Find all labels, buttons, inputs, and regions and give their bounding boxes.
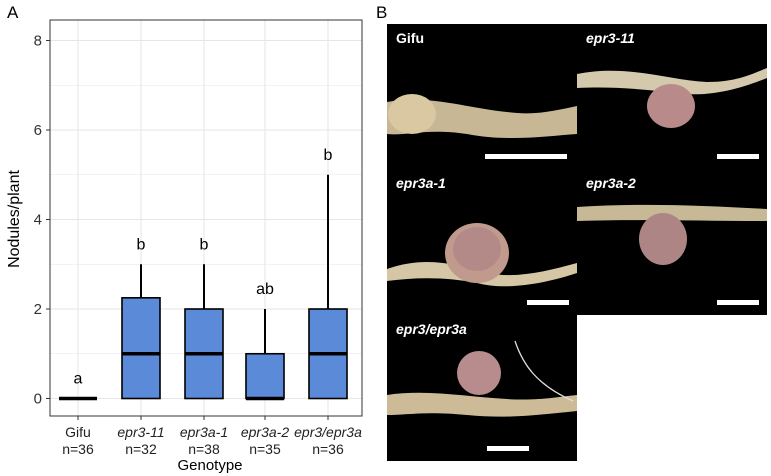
sample-size-label: n=38 <box>188 441 220 457</box>
root-illustration <box>577 204 767 265</box>
significance-letter: b <box>324 147 333 164</box>
scale-bar <box>485 154 567 159</box>
x-tick-label: epr3a-2 <box>241 424 289 440</box>
photo-epr3-epr3a: epr3/epr3a <box>387 315 577 461</box>
root-illustration <box>387 340 577 417</box>
panel-b-label: B <box>376 3 388 22</box>
x-axis: Gifun=36epr3-11n=32epr3a-1n=38epr3a-2n=3… <box>62 416 362 457</box>
root-illustration <box>577 68 767 128</box>
scale-bar <box>487 446 529 451</box>
box-epr3a-2: ab <box>245 281 285 401</box>
x-tick-label: epr3a-1 <box>180 424 228 440</box>
x-tick-label: Gifu <box>65 424 91 440</box>
significance-letter: b <box>200 236 209 253</box>
photo-label: epr3a-1 <box>396 175 446 191</box>
y-tick-label: 6 <box>34 122 42 139</box>
photo-label: epr3/epr3a <box>396 321 467 337</box>
box-epr3-11: b <box>121 236 161 400</box>
x-tick-label: epr3/epr3a <box>294 424 362 440</box>
root-illustration <box>387 223 577 287</box>
significance-letter: ab <box>256 281 274 298</box>
y-axis-label: Nodules/plant <box>6 170 23 268</box>
box-epr3-epr3a: b <box>308 147 348 400</box>
x-tick-label: epr3-11 <box>117 424 164 440</box>
photo-label: epr3a-2 <box>586 175 636 191</box>
scale-bar <box>717 154 759 159</box>
box-iqr <box>121 297 161 400</box>
scale-bar <box>717 300 759 305</box>
box-epr3a-1: b <box>184 236 224 400</box>
photo-epr3a-2: epr3a-2 <box>577 169 767 315</box>
x-axis-label: Genotype <box>177 457 242 474</box>
root-illustration <box>387 94 577 139</box>
sample-size-label: n=32 <box>125 441 157 457</box>
y-tick-label: 2 <box>34 301 42 318</box>
photo-epr3-11: epr3-11 <box>577 24 767 169</box>
y-tick-label: 0 <box>34 391 42 408</box>
scale-bar <box>527 300 569 305</box>
box-iqr <box>245 352 285 400</box>
significance-letter: b <box>137 236 146 253</box>
y-tick-label: 8 <box>34 33 42 50</box>
y-tick-label: 4 <box>34 212 42 229</box>
sample-size-label: n=36 <box>312 441 344 457</box>
y-axis: 0 2 4 6 8 <box>34 33 50 408</box>
plot-frame <box>49 19 363 417</box>
photo-epr3a-1: epr3a-1 <box>387 169 577 315</box>
panel-a-label: A <box>7 3 19 22</box>
significance-letter: a <box>74 371 83 388</box>
sample-size-label: n=35 <box>249 441 281 457</box>
box-Gifu: a <box>59 371 97 401</box>
photo-label: epr3-11 <box>586 30 635 46</box>
sample-size-label: n=36 <box>62 441 94 457</box>
photo-gifu: Gifu <box>387 24 577 169</box>
photo-label: Gifu <box>396 30 424 46</box>
